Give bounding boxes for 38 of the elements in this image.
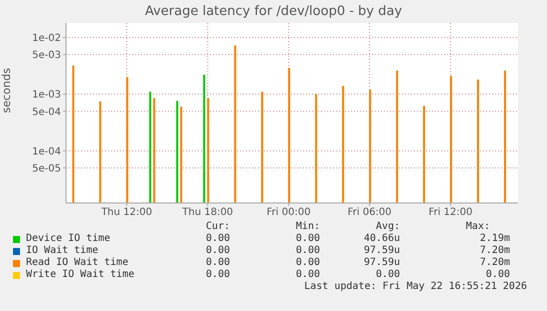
- x-tick-label: Fri 12:00: [428, 207, 472, 218]
- y-axis-title: seconds: [0, 68, 13, 113]
- text: 0.00: [374, 269, 400, 280]
- y-tick-label: 5e-03: [32, 50, 61, 62]
- text: 7.20m: [478, 257, 510, 268]
- legend-label: IO Wait time: [26, 245, 98, 256]
- text: 0.00: [294, 269, 320, 280]
- y-tick-label: 5e-05: [32, 163, 61, 174]
- y-tick-label: 1e-03: [32, 90, 61, 101]
- chart-title: Average latency for /dev/loop0 - by day: [144, 4, 404, 19]
- text: 0.00: [294, 245, 320, 256]
- text: 0.00: [294, 257, 320, 268]
- text: 40.66u: [362, 233, 400, 244]
- text: 0.00: [204, 269, 230, 280]
- text: 7.20m: [478, 245, 510, 256]
- text: 0.00: [484, 269, 510, 280]
- text: 0.00: [204, 257, 230, 268]
- legend-label: Device IO time: [26, 233, 110, 244]
- y-tick-label: 1e-02: [32, 33, 61, 44]
- x-tick-label: Fri 06:00: [348, 207, 392, 218]
- y-tick-label: 5e-04: [32, 106, 61, 118]
- text: 0.00: [204, 233, 230, 244]
- text: Last update: Fri May 22 16:55:21 2026: [304, 281, 527, 292]
- text: Min:: [294, 221, 320, 232]
- text: 97.59u: [362, 257, 400, 268]
- text: Avg:: [374, 221, 400, 232]
- x-tick-label: Fri 00:00: [266, 207, 311, 218]
- x-tick-label: Thu 18:00: [181, 207, 234, 218]
- legend-label: Write IO Wait time: [26, 269, 134, 280]
- text: 0.00: [204, 245, 230, 256]
- y-tick-label: 1e-04: [32, 146, 61, 158]
- x-tick-label: Thu 12:00: [100, 207, 152, 218]
- text: 0.00: [294, 233, 320, 244]
- text: Max:: [464, 221, 490, 232]
- text: 97.59u: [362, 245, 400, 256]
- text: Cur:: [204, 221, 230, 232]
- text: 2.19m: [478, 233, 510, 244]
- legend-label: Read IO Wait time: [26, 257, 128, 268]
